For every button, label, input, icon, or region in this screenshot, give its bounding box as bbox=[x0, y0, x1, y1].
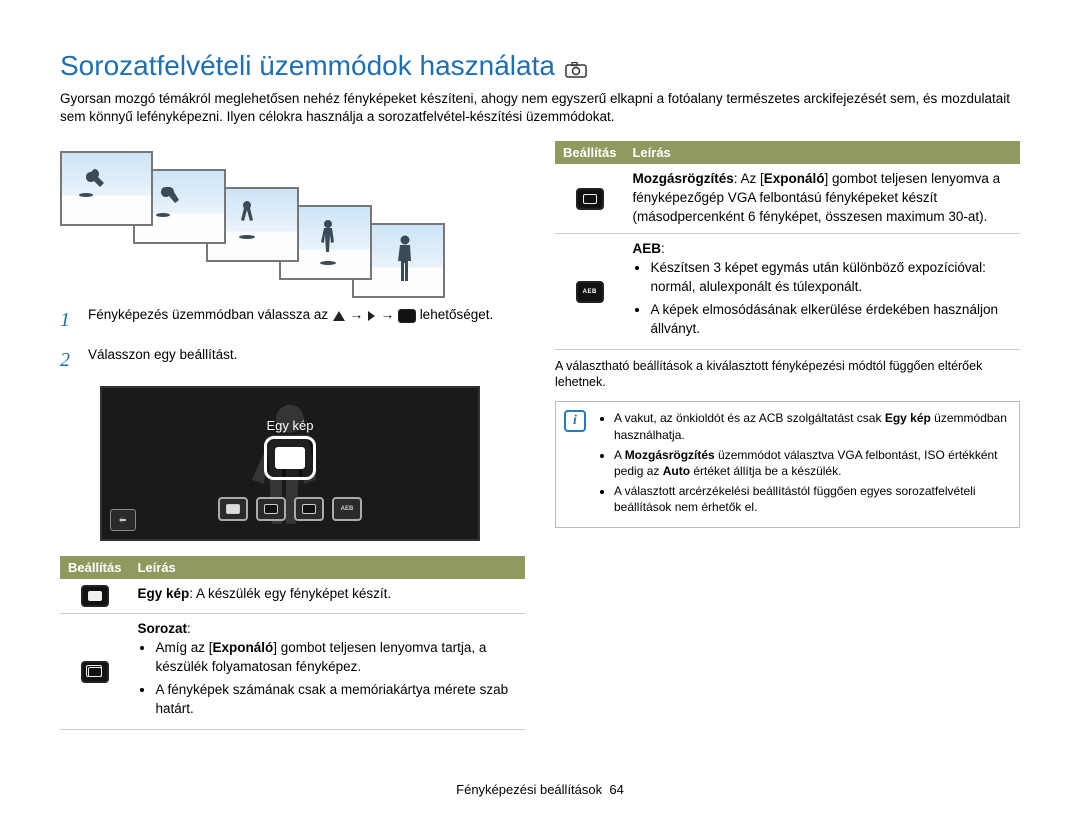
table-row: Egy kép: A készülék egy fényképet készít… bbox=[60, 579, 525, 614]
list-item: A fényképek számának csak a memóriakárty… bbox=[155, 681, 517, 719]
table-row: Mozgásrögzítés: Az [Exponáló] gombot tel… bbox=[555, 164, 1020, 233]
back-button[interactable] bbox=[110, 509, 136, 531]
camera-mode-icon bbox=[565, 62, 587, 78]
step1-number: 1 bbox=[60, 306, 78, 334]
th-desc: Leírás bbox=[129, 556, 525, 579]
page-footer: Fényképezési beállítások 64 bbox=[0, 782, 1080, 797]
list-item: Amíg az [Exponáló] gombot teljesen lenyo… bbox=[155, 639, 517, 677]
step1-text: Fényképezés üzemmódban válassza az → → l… bbox=[88, 306, 493, 334]
table-row: AEB AEB: Készítsen 3 képet egymás után k… bbox=[555, 234, 1020, 349]
list-item: A képek elmosódásának elkerülése érdekéb… bbox=[650, 301, 1012, 339]
motion-capture-icon bbox=[576, 188, 604, 210]
up-triangle-icon bbox=[332, 310, 346, 322]
left-settings-table: Beállítás Leírás Egy kép: A készülék egy… bbox=[60, 556, 525, 729]
burst-illustration bbox=[60, 151, 525, 226]
page-title: Sorozatfelvételi üzemmódok használata bbox=[60, 50, 555, 82]
mode-option-single-icon bbox=[218, 497, 248, 521]
right-chevron-icon bbox=[367, 310, 377, 322]
single-shot-icon bbox=[81, 585, 109, 607]
step2-text: Válasszon egy beállítást. bbox=[88, 346, 237, 374]
th-desc: Leírás bbox=[624, 141, 1020, 164]
list-item: A vakut, az önkioldót és az ACB szolgált… bbox=[614, 410, 1011, 442]
drive-mode-icon bbox=[398, 309, 416, 323]
th-setting: Beállítás bbox=[555, 141, 624, 164]
info-icon: i bbox=[564, 410, 586, 432]
display-mode-label: Egy kép bbox=[267, 418, 314, 433]
mode-dependency-note: A választható beállítások a kiválasztott… bbox=[555, 358, 1020, 392]
mode-option-aeb-icon: AEB bbox=[332, 497, 362, 521]
th-setting: Beállítás bbox=[60, 556, 129, 579]
step2-number: 2 bbox=[60, 346, 78, 374]
camera-display: Egy kép AEB bbox=[100, 386, 480, 541]
selected-mode-icon bbox=[264, 436, 316, 480]
right-settings-table: Beállítás Leírás Mozgásrögzítés: Az [Exp… bbox=[555, 141, 1020, 349]
list-item: A választott arcérzékelési beállítástól … bbox=[614, 483, 1011, 515]
aeb-icon: AEB bbox=[576, 281, 604, 303]
mode-option-motion-icon bbox=[294, 497, 324, 521]
intro-text: Gyorsan mozgó témákról meglehetősen nehé… bbox=[60, 90, 1020, 126]
info-box: i A vakut, az önkioldót és az ACB szolgá… bbox=[555, 401, 1020, 528]
list-item: Készítsen 3 képet egymás után különböző … bbox=[650, 259, 1012, 297]
table-row: Sorozat: Amíg az [Exponáló] gombot telje… bbox=[60, 614, 525, 729]
list-item: A Mozgásrögzítés üzemmódot választva VGA… bbox=[614, 447, 1011, 479]
continuous-icon bbox=[81, 661, 109, 683]
mode-option-continuous-icon bbox=[256, 497, 286, 521]
